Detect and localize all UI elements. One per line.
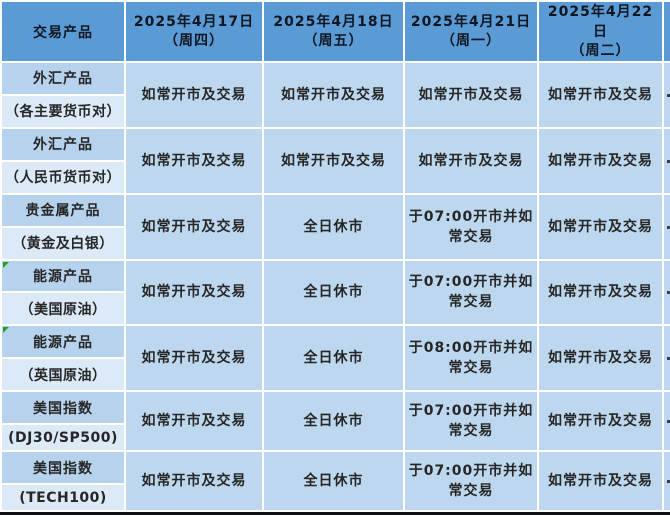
schedule-cell[interactable]: 如常开市及交易 — [537, 390, 664, 453]
row-group-us-index-tech: 美国指数 如常开市及交易 全日休市 于07:00开市并如常交易 如常开市及交易 … — [0, 450, 670, 512]
row-group-energy-uk: 能源产品 如常开市及交易 全日休市 于08:00开市并如常交易 如常开市及交易 … — [0, 324, 670, 393]
header-row: 交易产品 2025年4月17日 （周四） 2025年4月18日 （周五） 202… — [0, 0, 670, 63]
schedule-cell[interactable]: 如常开市及交易 — [124, 126, 264, 195]
product-label: 外汇产品 — [33, 71, 93, 88]
schedule-cell[interactable]: 如常开市及交易 — [124, 324, 264, 393]
product-cell[interactable]: 贵金属产品 — [0, 192, 126, 228]
header-weekday-text: （周四） — [164, 33, 224, 49]
column-header-product[interactable]: 交易产品 — [0, 0, 126, 63]
cutoff-next-column-cell — [662, 258, 670, 327]
schedule-cell[interactable]: 全日休市 — [262, 192, 405, 261]
header-weekday-text: （周五） — [303, 33, 364, 49]
schedule-cell[interactable]: 如常开市及交易 — [537, 258, 664, 327]
schedule-cell[interactable]: 如常开市及交易 — [537, 192, 664, 261]
schedule-cell[interactable]: 全日休市 — [262, 390, 405, 453]
schedule-cell[interactable]: 于07:00开市并如常交易 — [403, 258, 539, 327]
header-date-text: 2025年4月22日 — [547, 4, 654, 40]
schedule-cell[interactable]: 如常开市及交易 — [124, 61, 264, 129]
schedule-cell[interactable]: 如常开市及交易 — [537, 450, 664, 512]
product-cell[interactable]: 美国指数 — [0, 390, 126, 426]
error-marker-icon — [3, 261, 9, 268]
column-header-date-4[interactable]: 2025年4月22日 （周二） — [537, 0, 664, 63]
cutoff-next-column-cell — [662, 390, 670, 453]
schedule-cell[interactable]: 于08:00开市并如常交易 — [403, 324, 539, 393]
product-detail-cell[interactable]: （黄金及白银） — [0, 225, 126, 261]
header-date-text: 2025年4月17日 — [133, 14, 255, 30]
row-group-fx-rmb: 外汇产品 如常开市及交易 如常开市及交易 如常开市及交易 如常开市及交易 （人民… — [0, 126, 670, 195]
cutoff-next-column-cell — [662, 126, 670, 195]
schedule-cell[interactable]: 全日休市 — [262, 450, 405, 512]
schedule-cell[interactable]: 如常开市及交易 — [537, 61, 664, 129]
schedule-cell[interactable]: 全日休市 — [262, 258, 405, 327]
product-label: 外汇产品 — [33, 137, 93, 154]
schedule-cell[interactable]: 如常开市及交易 — [124, 450, 264, 512]
column-header-date-2[interactable]: 2025年4月18日 （周五） — [262, 0, 405, 63]
schedule-cell[interactable]: 如常开市及交易 — [403, 61, 539, 129]
row-group-metals: 贵金属产品 如常开市及交易 全日休市 于07:00开市并如常交易 如常开市及交易… — [0, 192, 670, 261]
product-label: 贵金属产品 — [25, 203, 101, 220]
header-date-text: 2025年4月18日 — [273, 14, 394, 30]
bottom-edge-bar — [0, 512, 670, 515]
product-label: 美国指数 — [33, 400, 93, 417]
product-cell[interactable]: 外汇产品 — [0, 126, 126, 162]
error-marker-icon — [3, 327, 9, 334]
cutoff-next-column-header — [662, 0, 670, 63]
schedule-cell[interactable]: 如常开市及交易 — [403, 126, 539, 195]
product-cell[interactable]: 能源产品 — [0, 324, 126, 360]
header-weekday-text: （周一） — [441, 33, 501, 49]
product-label: 美国指数 — [33, 460, 93, 477]
schedule-cell[interactable]: 于07:00开市并如常交易 — [403, 450, 539, 512]
column-header-date-1[interactable]: 2025年4月17日 （周四） — [124, 0, 264, 63]
schedule-cell[interactable]: 如常开市及交易 — [124, 192, 264, 261]
product-cell[interactable]: 外汇产品 — [0, 61, 126, 96]
cutoff-next-column-cell — [662, 450, 670, 512]
product-detail-cell[interactable]: （美国原油） — [0, 291, 126, 327]
schedule-cell[interactable]: 全日休市 — [262, 324, 405, 393]
cutoff-next-column-cell — [662, 192, 670, 261]
schedule-cell[interactable]: 于07:00开市并如常交易 — [403, 192, 539, 261]
schedule-cell[interactable]: 如常开市及交易 — [537, 324, 664, 393]
product-detail-cell[interactable]: (DJ30/SP500) — [0, 423, 126, 453]
column-header-date-3[interactable]: 2025年4月21日 （周一） — [403, 0, 539, 63]
product-detail-cell[interactable]: (TECH100) — [0, 483, 126, 512]
product-detail-cell[interactable]: （英国原油） — [0, 357, 126, 393]
row-group-fx-major: 外汇产品 如常开市及交易 如常开市及交易 如常开市及交易 如常开市及交易 （各主… — [0, 61, 670, 129]
product-detail-cell[interactable]: （人民币货币对） — [0, 159, 126, 195]
product-cell[interactable]: 能源产品 — [0, 258, 126, 294]
schedule-cell[interactable]: 如常开市及交易 — [262, 126, 405, 195]
header-weekday-text: （周二） — [570, 43, 631, 59]
schedule-cell[interactable]: 如常开市及交易 — [262, 61, 405, 129]
schedule-cell[interactable]: 于07:00开市并如常交易 — [403, 390, 539, 453]
schedule-cell[interactable]: 如常开市及交易 — [124, 390, 264, 453]
cutoff-next-column-cell — [662, 61, 670, 129]
row-group-us-index-dj: 美国指数 如常开市及交易 全日休市 于07:00开市并如常交易 如常开市及交易 … — [0, 390, 670, 453]
cutoff-next-column-cell — [662, 324, 670, 393]
product-cell[interactable]: 美国指数 — [0, 450, 126, 486]
product-detail-cell[interactable]: （各主要货币对） — [0, 93, 126, 129]
schedule-cell[interactable]: 如常开市及交易 — [537, 126, 664, 195]
product-label: 能源产品 — [33, 334, 93, 351]
header-date-text: 2025年4月21日 — [410, 14, 532, 30]
row-group-energy-us: 能源产品 如常开市及交易 全日休市 于07:00开市并如常交易 如常开市及交易 … — [0, 258, 670, 327]
product-label: 能源产品 — [33, 268, 93, 285]
schedule-cell[interactable]: 如常开市及交易 — [124, 258, 264, 327]
